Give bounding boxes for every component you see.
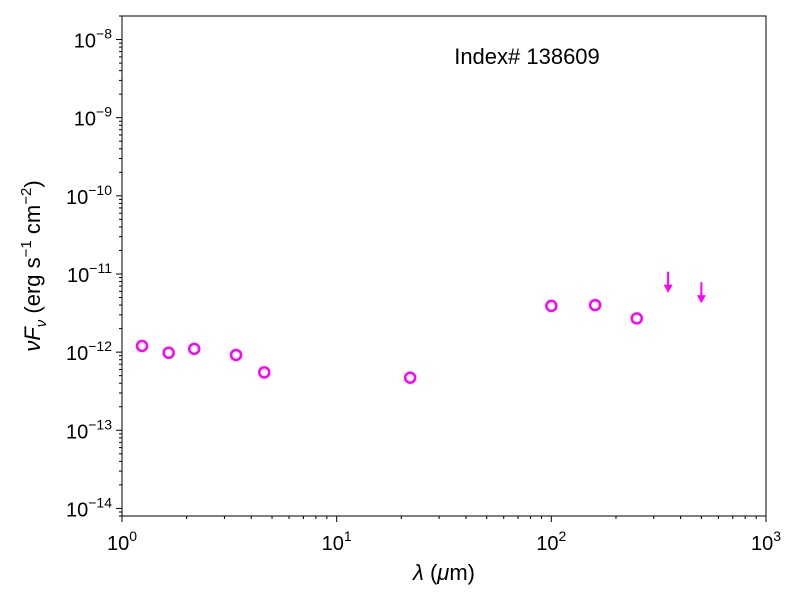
y-tick-label: 10−13	[66, 416, 112, 443]
y-tick-label: 10−14	[66, 494, 112, 521]
data-point	[258, 366, 271, 379]
plot-frame	[121, 15, 767, 517]
y-label-exp2: −2	[18, 188, 35, 205]
y-tick-label: 10−11	[67, 260, 112, 287]
data-point	[545, 299, 558, 313]
y-tick-label: 10−8	[74, 26, 112, 53]
x-label-unit: m)	[449, 560, 475, 585]
x-tick-label: 102	[536, 528, 566, 555]
y-tick-label: 10−12	[66, 338, 112, 365]
x-tick-label: 101	[322, 528, 352, 555]
upper-limit-arrowhead	[696, 295, 706, 304]
data-point	[588, 298, 602, 312]
y-tick-label: 10−9	[74, 104, 112, 131]
upper-limit-marker	[663, 271, 673, 293]
y-label-close: )	[20, 180, 45, 187]
ticks-layer: 100 101 102 103 10−14 10−13 10−12 10−11 10−10 10−…	[66, 15, 781, 555]
x-label-mu: μ	[436, 560, 449, 585]
data-point	[135, 339, 149, 353]
points-layer	[135, 271, 706, 385]
upper-limit-arrowhead	[663, 284, 673, 293]
x-tick-label: 103	[751, 528, 781, 555]
data-point	[187, 342, 201, 356]
upper-limit-marker	[696, 282, 706, 304]
y-label-cm: cm	[20, 205, 45, 240]
x-tick-label: 100	[107, 528, 137, 555]
y-label-sub: ν	[33, 319, 50, 327]
index-annotation: Index# 138609	[454, 44, 600, 69]
y-axis-label: νFν (erg s−1 cm−2)	[18, 180, 50, 351]
y-label-exp1: −1	[18, 240, 35, 257]
y-label-nu: νF	[20, 326, 45, 352]
data-point	[162, 346, 175, 360]
x-label-lambda: λ	[412, 560, 424, 585]
data-point	[229, 348, 243, 362]
y-tick-label: 10−10	[66, 182, 112, 209]
data-point	[630, 312, 644, 325]
y-label-units: (erg s	[20, 257, 45, 319]
data-point	[403, 371, 417, 385]
x-axis-label: λ (μm)	[412, 560, 475, 585]
x-label-open: (	[424, 560, 438, 585]
